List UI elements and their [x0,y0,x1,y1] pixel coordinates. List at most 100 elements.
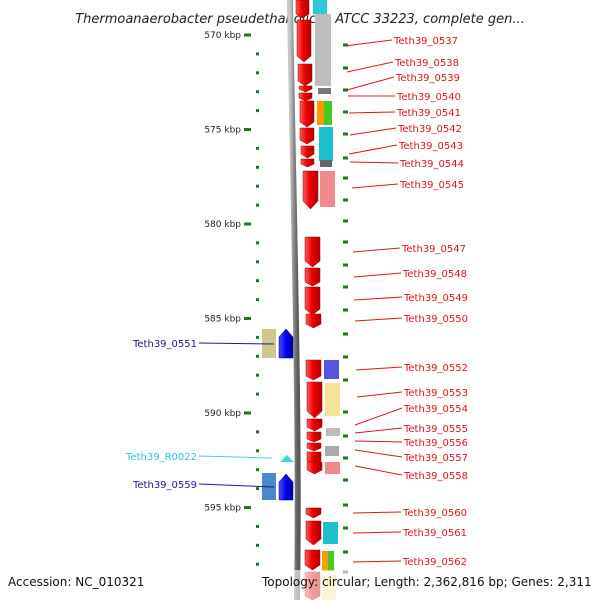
forward-gene-arrow[interactable] [295,0,310,19]
gene-label[interactable]: Teth39_0542 [397,124,462,135]
forward-gene-arrow[interactable] [306,418,323,432]
label-leader-line [198,455,273,459]
forward-gene-arrow[interactable] [304,267,321,287]
gene-label[interactable]: Teth39_0559 [132,480,197,491]
ruler-label: 590 kbp [204,409,241,419]
gene-label[interactable]: Teth39_0554 [403,404,468,415]
label-leader-line [354,465,403,476]
gene-label[interactable]: Teth39_0541 [396,108,461,119]
gene-label[interactable]: Teth39_0561 [402,528,467,539]
ruler-minor-tick [256,146,259,150]
label-leader-line [349,127,397,136]
forward-gene-arrow[interactable] [298,85,313,93]
ruler-major-tick [244,128,251,131]
label-leader-line [352,560,402,563]
cog-block [320,160,332,167]
gene-label[interactable]: Teth39_0552 [403,363,468,374]
ruler-minor-tick [256,524,259,528]
accession-text: Accession: NC_010321 [8,575,144,589]
ruler-minor-tick [256,184,259,188]
gene-label[interactable]: Teth39_0562 [402,557,467,568]
strand-ticks [343,43,348,574]
forward-gene-arrow[interactable] [299,100,315,128]
ruler-minor-tick [256,71,259,75]
strand-tick [343,110,348,114]
cog-block [318,88,331,94]
gene-label[interactable]: Teth39_R0022 [125,452,197,463]
label-leader-line [344,39,393,47]
gene-label[interactable]: Teth39_0551 [132,339,197,350]
cog-block [324,360,339,379]
forward-gene-arrow[interactable] [305,313,322,329]
rna-gene-marker[interactable] [280,455,294,462]
gene-label[interactable]: Teth39_0555 [403,424,468,435]
forward-gene-arrow[interactable] [300,158,315,168]
strand-tick [343,285,348,289]
gene-label[interactable]: Teth39_0537 [393,36,458,47]
label-leader-line [346,61,394,73]
gene-label[interactable]: Teth39_0544 [399,159,464,170]
forward-gene-arrow[interactable] [296,19,312,63]
gene-label[interactable]: Teth39_0549 [403,293,468,304]
label-leader-line [354,317,403,322]
strand-tick [343,478,348,482]
cog-block [325,462,340,474]
reverse-gene-arrow[interactable] [278,473,294,501]
gene-label[interactable]: Teth39_0539 [395,73,460,84]
gene-label[interactable]: Teth39_0556 [403,438,468,449]
strand-tick [343,308,348,312]
gene-label[interactable]: Teth39_0543 [398,141,463,152]
strand-tick [343,434,348,438]
forward-gene-arrow[interactable] [304,549,321,571]
gene-label[interactable]: Teth39_0550 [403,314,468,325]
cog-block [320,171,335,207]
forward-gene-arrow[interactable] [302,170,319,210]
gene-label[interactable]: Teth39_0553 [403,388,468,399]
forward-gene-arrow[interactable] [306,381,323,419]
label-leader-line [354,449,403,458]
gene-label[interactable]: Teth39_0560 [402,508,467,519]
gene-label[interactable]: Teth39_0540 [396,92,461,103]
gene-label[interactable]: Teth39_0558 [403,471,468,482]
forward-gene-arrow[interactable] [305,359,322,381]
gene-label[interactable]: Teth39_0547 [401,244,466,255]
forward-gene-arrow[interactable] [300,145,315,159]
strand-tick [343,66,348,70]
forward-gene-arrow[interactable] [297,63,313,87]
ruler-minor-tick [256,468,259,472]
forward-gene-arrow[interactable] [304,236,321,268]
forward-gene-arrow[interactable] [298,92,313,102]
cog-block [313,0,327,14]
ruler-minor-tick [256,392,259,396]
ruler-label: 595 kbp [204,504,241,514]
gene-label[interactable]: Teth39_0548 [402,269,467,280]
forward-gene-arrow[interactable] [304,286,321,316]
forward-gene-arrow[interactable] [305,520,322,546]
cog-block [317,101,324,125]
forward-gene-arrow[interactable] [306,461,323,475]
label-leader-line [198,483,275,488]
forward-gene-arrow[interactable] [306,442,322,452]
forward-gene-arrow[interactable] [305,507,322,519]
forward-gene-arrow[interactable] [306,431,322,443]
forward-gene-arrow[interactable] [299,127,315,145]
strand-tick [343,198,348,202]
gene-label[interactable]: Teth39_0538 [394,58,459,69]
gene-label[interactable]: Teth39_0557 [403,453,468,464]
ruler-minor-tick [256,260,259,264]
reverse-gene-arrow[interactable] [278,328,294,359]
ruler-major-tick [244,317,251,320]
ruler-minor-tick [256,203,259,207]
cog-block [324,101,332,125]
ruler-minor-tick [256,165,259,169]
label-leader-line [349,161,399,164]
ruler-minor-tick [256,449,259,453]
strand-tick [343,176,348,180]
gene-glyphs [278,0,323,600]
gene-label[interactable]: Teth39_0545 [399,180,464,191]
strand-tick [343,332,348,336]
ruler-minor-tick [256,241,259,245]
strand-tick [343,355,348,359]
ruler-minor-tick [256,298,259,302]
ruler-minor-tick [256,109,259,113]
